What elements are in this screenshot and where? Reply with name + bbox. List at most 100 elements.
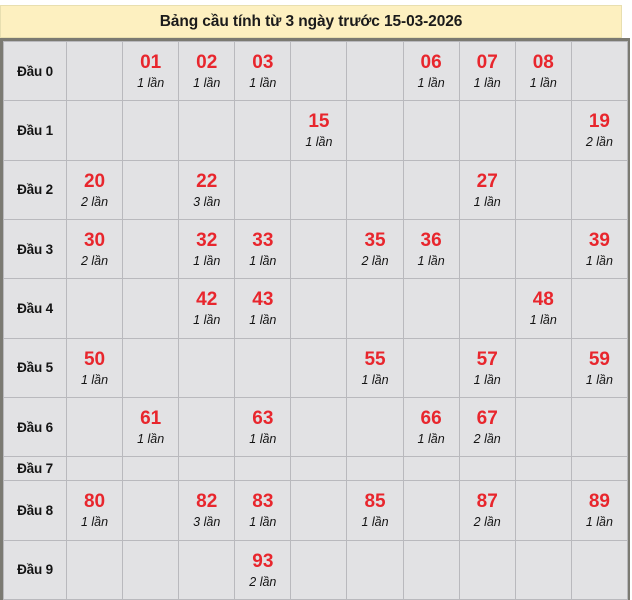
empty-cell	[65, 40, 124, 102]
number-cell[interactable]: 63 1 lần	[234, 396, 292, 458]
number-cell[interactable]: 80 1 lần	[65, 480, 124, 541]
cell-occurrence-count: 2 lần	[249, 574, 277, 589]
number-cell[interactable]: 55 1 lần	[346, 337, 404, 398]
number-cell[interactable]: 02 1 lần	[178, 40, 236, 102]
number-cell[interactable]: 03 1 lần	[234, 40, 292, 102]
empty-cell	[458, 539, 516, 600]
page-title: Bảng cầu tính từ 3 ngày trước 15-03-2026	[159, 12, 463, 30]
row-header-label: Đầu 6	[3, 396, 67, 458]
table-row: Đầu 1 15 1 lần 19 2 lần	[3, 100, 628, 161]
empty-cell	[65, 396, 124, 458]
cell-number: 63	[252, 407, 274, 429]
number-cell[interactable]: 35 2 lần	[346, 218, 404, 280]
cell-number: 43	[252, 289, 274, 311]
cell-occurrence-count: 1 lần	[193, 75, 221, 90]
number-cell[interactable]: 15 1 lần	[290, 100, 348, 161]
number-cell[interactable]: 22 3 lần	[178, 159, 236, 220]
number-cell[interactable]: 07 1 lần	[458, 40, 516, 102]
grid-body: Đầu 0 01 1 lần 02 1 lần 03 1 lần 06 1 lần 07 1 lần…	[3, 40, 628, 600]
number-cell[interactable]: 20 2 lần	[65, 159, 124, 220]
number-cell[interactable]: 43 1 lần	[234, 278, 292, 339]
cell-occurrence-count: 1 lần	[249, 515, 277, 530]
table-row: Đầu 7	[3, 456, 628, 482]
number-cell[interactable]: 67 2 lần	[458, 396, 516, 458]
number-cell[interactable]: 85 1 lần	[346, 480, 404, 541]
empty-cell	[514, 539, 572, 600]
cell-number: 06	[420, 52, 442, 73]
empty-cell	[234, 159, 292, 220]
cell-occurrence-count: 1 lần	[529, 75, 557, 90]
empty-cell	[570, 278, 628, 339]
cell-occurrence-count: 1 lần	[417, 431, 445, 446]
table-row: Đầu 5 50 1 lần 55 1 lần 57 1 lần 59 1 lần	[3, 337, 628, 398]
table-row: Đầu 0 01 1 lần 02 1 lần 03 1 lần 06 1 lần 07 1 lần…	[3, 40, 628, 102]
number-cell[interactable]: 48 1 lần	[514, 278, 572, 339]
number-cell[interactable]: 06 1 lần	[402, 40, 460, 102]
cell-occurrence-count: 1 lần	[473, 194, 501, 209]
number-cell[interactable]: 33 1 lần	[234, 218, 292, 280]
number-cell[interactable]: 36 1 lần	[402, 218, 460, 280]
number-cell[interactable]: 50 1 lần	[65, 337, 124, 398]
table-row: Đầu 4 42 1 lần 43 1 lần 48 1 lần	[3, 278, 628, 339]
empty-cell	[178, 539, 236, 600]
number-cell[interactable]: 93 2 lần	[234, 539, 292, 600]
empty-cell	[570, 159, 628, 220]
empty-cell	[402, 480, 460, 541]
number-cell[interactable]: 27 1 lần	[458, 159, 516, 220]
cell-number: 36	[420, 229, 442, 251]
cell-number: 93	[252, 550, 274, 572]
number-cell[interactable]: 32 1 lần	[178, 218, 236, 280]
number-cell[interactable]: 42 1 lần	[178, 278, 236, 339]
number-cell[interactable]: 01 1 lần	[122, 40, 180, 102]
table-row: Đầu 6 61 1 lần 63 1 lần 66 1 lần 67 2 lần	[3, 396, 628, 458]
number-cell[interactable]: 87 2 lần	[458, 480, 516, 541]
cell-occurrence-count: 3 lần	[193, 515, 221, 530]
cell-occurrence-count: 2 lần	[80, 253, 109, 268]
number-cell[interactable]: 59 1 lần	[570, 337, 628, 398]
row-header-label: Đầu 0	[3, 40, 67, 102]
number-cell[interactable]: 83 1 lần	[234, 480, 292, 541]
empty-cell	[346, 159, 404, 220]
empty-cell	[65, 100, 124, 161]
cell-number: 39	[588, 229, 610, 251]
empty-cell	[290, 159, 348, 220]
number-cell[interactable]: 57 1 lần	[458, 337, 516, 398]
empty-cell	[458, 218, 516, 280]
number-cell[interactable]: 61 1 lần	[122, 396, 180, 458]
empty-cell	[346, 396, 404, 458]
empty-cell	[402, 159, 460, 220]
empty-cell	[402, 539, 460, 600]
empty-cell	[234, 456, 292, 482]
empty-cell	[570, 396, 628, 458]
cell-number: 15	[308, 111, 330, 133]
number-cell[interactable]: 30 2 lần	[65, 218, 124, 280]
number-cell[interactable]: 39 1 lần	[570, 218, 628, 280]
cell-occurrence-count: 1 lần	[193, 253, 221, 268]
table-container: Đầu 0 01 1 lần 02 1 lần 03 1 lần 06 1 lần 07 1 lần…	[0, 38, 630, 600]
cell-number: 55	[364, 348, 386, 370]
empty-cell	[346, 100, 404, 161]
cell-number: 87	[476, 491, 498, 513]
number-cell[interactable]: 66 1 lần	[402, 396, 460, 458]
empty-cell	[178, 396, 236, 458]
cell-occurrence-count: 1 lần	[80, 372, 109, 387]
cell-number: 32	[196, 229, 218, 251]
empty-cell	[122, 480, 180, 541]
cell-occurrence-count: 1 lần	[417, 253, 445, 268]
empty-cell	[514, 337, 572, 398]
empty-cell	[458, 456, 516, 482]
row-header-label: Đầu 8	[3, 480, 67, 541]
number-cell[interactable]: 08 1 lần	[514, 40, 572, 102]
cell-number: 85	[364, 491, 386, 513]
cell-number: 89	[588, 491, 610, 513]
cell-occurrence-count: 2 lần	[585, 135, 613, 150]
number-cell[interactable]: 89 1 lần	[570, 480, 628, 541]
cell-number: 66	[420, 407, 442, 429]
number-cell[interactable]: 82 3 lần	[178, 480, 236, 541]
cell-number: 61	[140, 407, 162, 429]
number-cell[interactable]: 19 2 lần	[570, 100, 628, 161]
empty-cell	[402, 278, 460, 339]
cell-occurrence-count: 1 lần	[137, 431, 165, 446]
row-header-label: Đầu 2	[3, 159, 67, 220]
cell-number: 82	[196, 491, 218, 513]
